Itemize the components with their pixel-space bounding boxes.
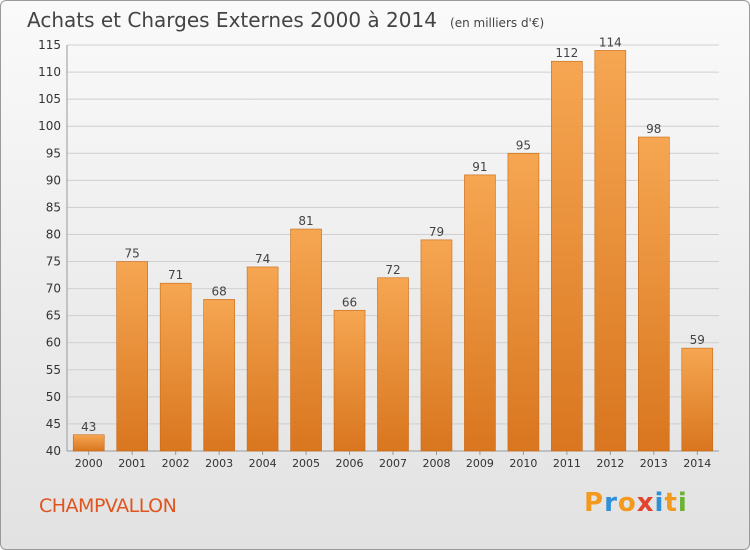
data-label: 75 (125, 247, 140, 261)
data-label: 74 (255, 252, 270, 266)
bar (594, 50, 627, 452)
data-label: 112 (555, 46, 578, 60)
y-tick-label: 110 (38, 65, 61, 79)
data-label: 95 (516, 138, 531, 152)
x-tick-label: 2013 (640, 457, 668, 470)
data-label: 68 (211, 284, 226, 298)
y-tick-label: 65 (46, 309, 61, 323)
data-labels: 43 75 71 68 74 81 66 72 79 91 95 112 114 98 59 (81, 35, 705, 433)
bars (72, 50, 714, 452)
proxiti-logo: Proxiti (584, 488, 688, 518)
x-tick-label: 2008 (422, 457, 450, 470)
chart-unit-label: (en milliers d'€) (450, 16, 545, 30)
logo-letter: i (654, 488, 665, 518)
logo-letter: i (677, 488, 688, 518)
bar (420, 239, 453, 452)
x-tick-label: 2012 (596, 457, 624, 470)
y-tick-label: 50 (46, 390, 61, 404)
bar (464, 174, 496, 452)
data-label: 59 (690, 333, 705, 347)
y-tick-label: 100 (38, 119, 61, 133)
bar (637, 136, 670, 452)
y-tick-label: 95 (46, 146, 61, 160)
data-label: 81 (298, 214, 313, 228)
data-label: 91 (472, 160, 487, 174)
x-tick-label: 2006 (336, 457, 364, 470)
y-tick-label: 115 (38, 38, 61, 52)
x-tick-label: 2011 (553, 457, 581, 470)
x-tick-labels: 2000 2001 2002 2003 2004 2005 2006 2007 2008 2009… (75, 457, 712, 470)
x-tick-label: 2002 (162, 457, 190, 470)
bar (72, 434, 105, 452)
y-tick-label: 90 (46, 173, 61, 187)
y-tick-label: 85 (46, 200, 61, 214)
bar (116, 261, 148, 452)
bar (551, 60, 583, 452)
data-label: 43 (81, 420, 96, 434)
bar (159, 282, 192, 452)
data-label: 71 (168, 268, 183, 282)
chart-title-text: Achats et Charges Externes 2000 à 2014 (27, 8, 437, 32)
y-tick-label: 80 (46, 227, 61, 241)
y-tick-label: 70 (46, 282, 61, 296)
data-label: 72 (385, 263, 400, 277)
logo-letter: t (664, 488, 678, 518)
x-tick-label: 2003 (205, 457, 233, 470)
x-tick-label: 2000 (75, 457, 103, 470)
bar (681, 347, 714, 452)
data-label: 66 (342, 295, 357, 309)
bar (290, 228, 322, 452)
y-tick-label: 45 (46, 417, 61, 431)
x-tick-label: 2010 (509, 457, 537, 470)
place-name: CHAMPVALLON (39, 495, 177, 517)
data-label: 114 (599, 35, 622, 49)
y-tick-labels: 40 45 50 55 60 65 70 75 80 85 90 95 100 105 110 115 (38, 38, 61, 458)
x-tick-label: 2009 (466, 457, 494, 470)
y-tick-label: 60 (46, 336, 61, 350)
bar (203, 299, 235, 452)
data-label: 79 (429, 225, 444, 239)
x-tick-label: 2014 (683, 457, 711, 470)
y-tick-label: 105 (38, 92, 61, 106)
y-tick-label: 40 (46, 444, 61, 458)
x-tick-label: 2001 (118, 457, 146, 470)
x-tick-label: 2004 (249, 457, 277, 470)
bar (377, 277, 409, 452)
logo-letter: P (584, 488, 605, 518)
logo-letter: x (636, 488, 655, 518)
y-tick-label: 55 (46, 363, 61, 377)
logo-letter: o (617, 488, 637, 518)
x-tick-label: 2007 (379, 457, 407, 470)
bar (246, 266, 279, 452)
chart-title: Achats et Charges Externes 2000 à 2014 (… (27, 8, 544, 32)
bar (507, 152, 540, 452)
y-tick-label: 75 (46, 255, 61, 269)
bar (333, 309, 366, 452)
logo-letter: r (604, 488, 618, 518)
data-label: 98 (646, 122, 661, 136)
x-tick-label: 2005 (292, 457, 320, 470)
